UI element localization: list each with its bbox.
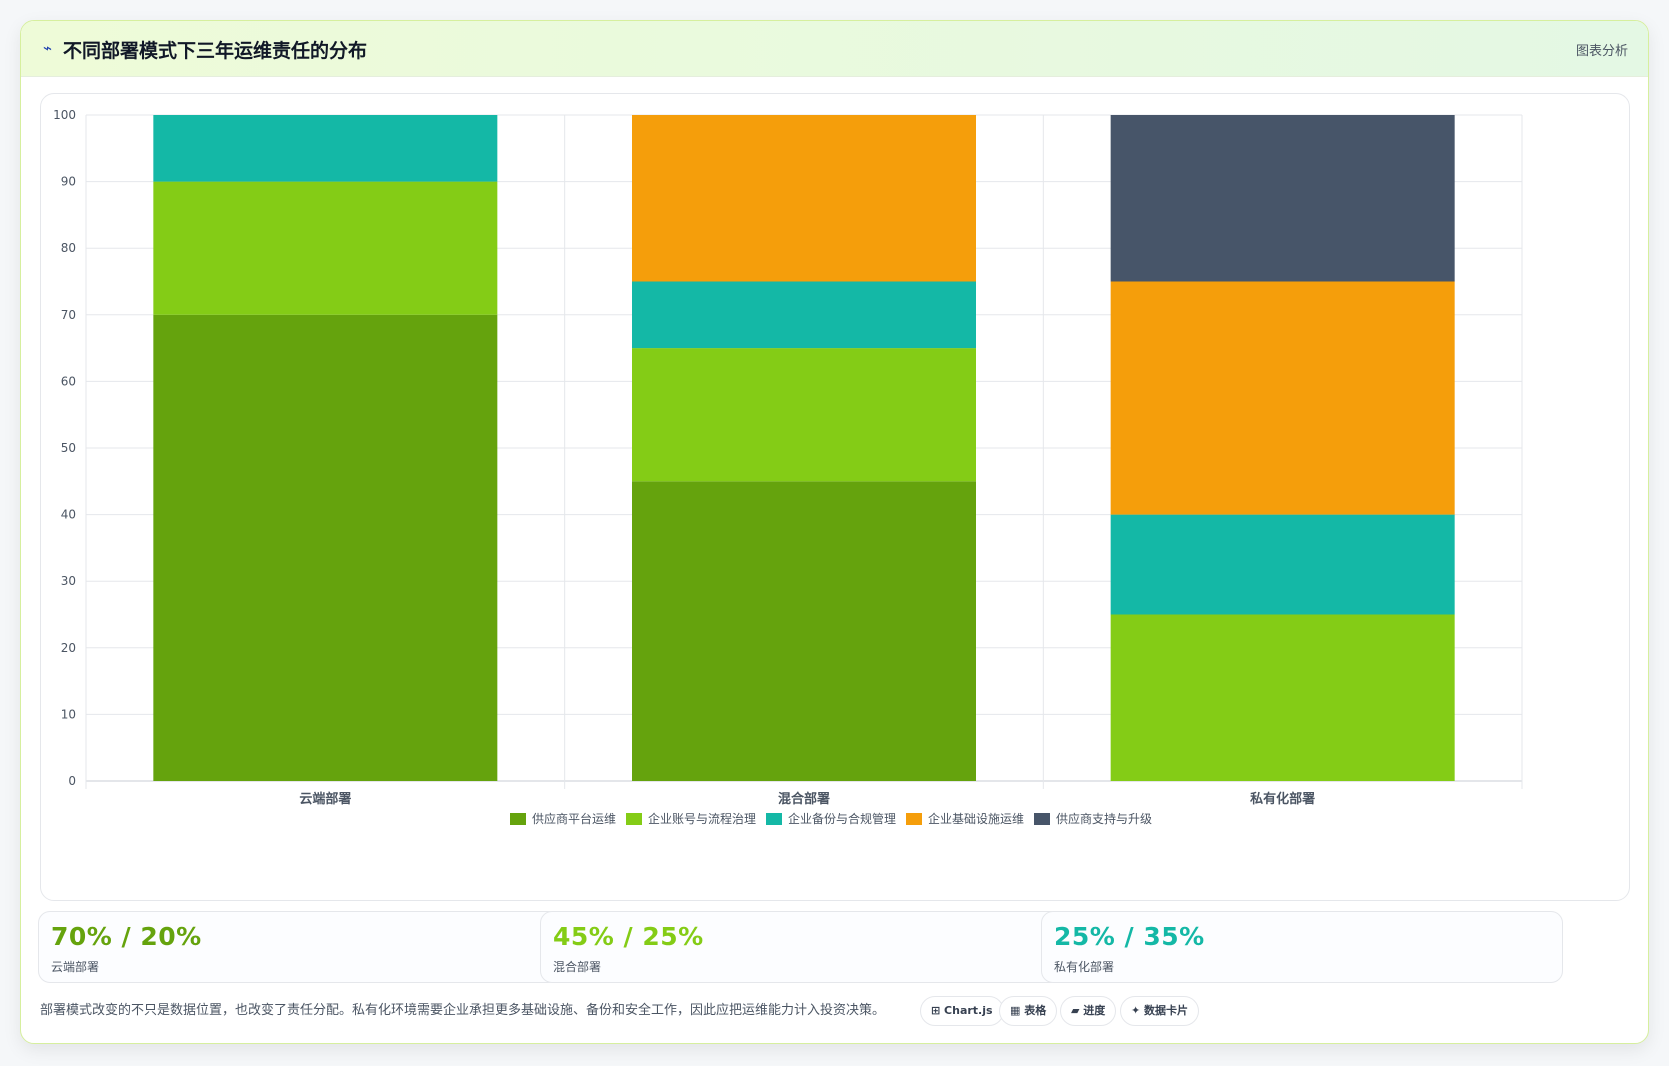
stat-value: 25% / 35% <box>1054 922 1205 951</box>
legend-swatch <box>766 813 782 825</box>
stat-value: 70% / 20% <box>51 922 202 951</box>
bar-segment <box>632 115 976 282</box>
legend-swatch <box>906 813 922 825</box>
y-tick-label: 10 <box>61 707 76 721</box>
stat-value: 45% / 25% <box>553 922 704 951</box>
bar-segment <box>632 348 976 482</box>
stat-label: 私有化部署 <box>1054 960 1115 974</box>
y-tick-label: 40 <box>61 508 76 522</box>
y-tick-label: 0 <box>68 774 76 788</box>
chart-icon: ⌁ <box>43 39 53 57</box>
legend-swatch <box>1034 813 1050 825</box>
y-tick-label: 60 <box>61 374 76 388</box>
stat-card-private: 25% / 35% 私有化部署 <box>1041 911 1563 983</box>
chart-container: 0 10 20 30 40 50 60 70 80 90 100 云端部署 混合部署 私有化部署供应商平台… <box>40 93 1630 901</box>
x-tick-label: 混合部署 <box>778 791 830 807</box>
bar-segment <box>1110 614 1455 781</box>
legend-label: 企业备份与合规管理 <box>788 811 896 826</box>
bar-segment <box>153 115 498 182</box>
legend-label: 供应商平台运维 <box>532 811 616 826</box>
bar-segment <box>1110 115 1455 282</box>
y-tick-label: 70 <box>61 308 76 322</box>
stat-label: 云端部署 <box>51 960 100 974</box>
pill-chartjs[interactable]: ⊞ Chart.js <box>920 996 1004 1026</box>
pill-progress[interactable]: ▰ 进度 <box>1060 996 1117 1026</box>
stat-card-cloud: 70% / 20% 云端部署 <box>38 911 560 983</box>
y-tick-label: 80 <box>61 241 76 255</box>
y-tick-label: 100 <box>53 108 76 122</box>
card-header: ⌁ 不同部署模式下三年运维责任的分布 图表分析 <box>21 21 1648 77</box>
bar-segment <box>1110 514 1455 615</box>
x-tick-label: 私有化部署 <box>1250 791 1315 807</box>
chart-analysis-label: 图表分析 <box>1575 44 1628 59</box>
y-tick-label: 30 <box>61 574 76 588</box>
chart-title: 不同部署模式下三年运维责任的分布 <box>63 40 368 62</box>
legend-swatch <box>626 813 642 825</box>
y-tick-label: 90 <box>61 175 76 189</box>
stat-label: 混合部署 <box>553 960 602 974</box>
legend-swatch <box>510 813 526 825</box>
pill-data-card[interactable]: ✦ 数据卡片 <box>1120 996 1200 1026</box>
x-tick-label: 云端部署 <box>299 791 351 807</box>
legend-label: 供应商支持与升级 <box>1056 811 1152 826</box>
pill-table[interactable]: ▦ 表格 <box>999 996 1058 1026</box>
y-tick-label: 20 <box>61 641 76 655</box>
stat-card-hybrid: 45% / 25% 混合部署 <box>540 911 1062 983</box>
legend-label: 企业账号与流程治理 <box>648 811 756 826</box>
bar-segment <box>153 181 498 315</box>
bar-segment <box>632 481 976 781</box>
legend-label: 企业基础设施运维 <box>928 811 1024 826</box>
footer-note: 部署模式改变的不只是数据位置，也改变了责任分配。私有化环境需要企业承担更多基础设… <box>40 1003 886 1018</box>
stacked-bar-chart: 0 10 20 30 40 50 60 70 80 90 100 云端部署 混合部署 私有化部署供应商平台… <box>53 108 1523 826</box>
chart-card: ⌁ 不同部署模式下三年运维责任的分布 图表分析 0 10 20 30 40 50 60 70 8… <box>20 20 1649 1044</box>
bar-segment <box>1110 281 1455 515</box>
y-tick-label: 50 <box>61 441 76 455</box>
bar-segment <box>632 281 976 349</box>
bar-segment <box>153 314 498 781</box>
